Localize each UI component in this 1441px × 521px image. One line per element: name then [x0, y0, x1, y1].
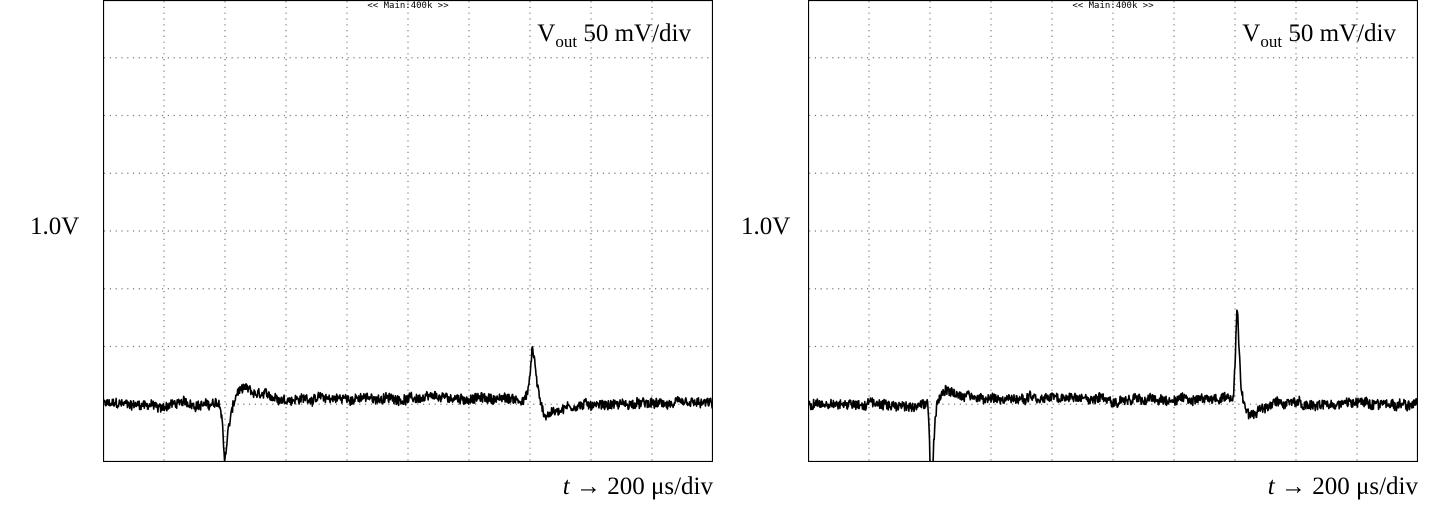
reference-level-label: 1.0V — [741, 213, 791, 240]
screen-border — [808, 0, 1418, 462]
scale-symbol: V — [1242, 20, 1261, 47]
oscilloscope-plot — [808, 0, 1418, 462]
scale-value: 50 mV/div — [1288, 20, 1396, 47]
reference-level-label: 1.0V — [30, 213, 80, 240]
vertical-scale-label: Vout 50 mV/div — [537, 18, 691, 50]
timebase-header: << Main:400k >> — [367, 1, 449, 11]
time-variable: t — [562, 473, 570, 500]
time-arrow: → — [1280, 473, 1306, 500]
screen-border — [103, 0, 713, 462]
time-arrow: → — [575, 473, 601, 500]
time-scale-label: t → 200 μs/div — [1268, 472, 1418, 502]
scale-symbol: V — [537, 20, 556, 47]
scope-panel-left: 1.0V << Main:400k >> Vout 50 mV/div t → … — [0, 0, 720, 521]
vout-trace — [808, 309, 1418, 462]
timebase-header: << Main:400k >> — [1072, 1, 1154, 11]
oscilloscope-plot — [103, 0, 713, 462]
time-scale-value: 200 μs/div — [1312, 473, 1418, 500]
oscilloscope-screen: << Main:400k >> Vout 50 mV/div — [103, 0, 713, 462]
scale-subscript: out — [1260, 32, 1283, 51]
time-variable: t — [1267, 473, 1275, 500]
scope-panel-right: 1.0V << Main:400k >> Vout 50 mV/div t → … — [705, 0, 1425, 521]
oscilloscope-screen: << Main:400k >> Vout 50 mV/div — [808, 0, 1418, 462]
vout-trace — [103, 346, 713, 462]
scale-value: 50 mV/div — [583, 20, 691, 47]
scale-subscript: out — [555, 32, 578, 51]
time-scale-value: 200 μs/div — [607, 473, 713, 500]
time-scale-label: t → 200 μs/div — [563, 472, 713, 502]
vertical-scale-label: Vout 50 mV/div — [1242, 18, 1396, 50]
